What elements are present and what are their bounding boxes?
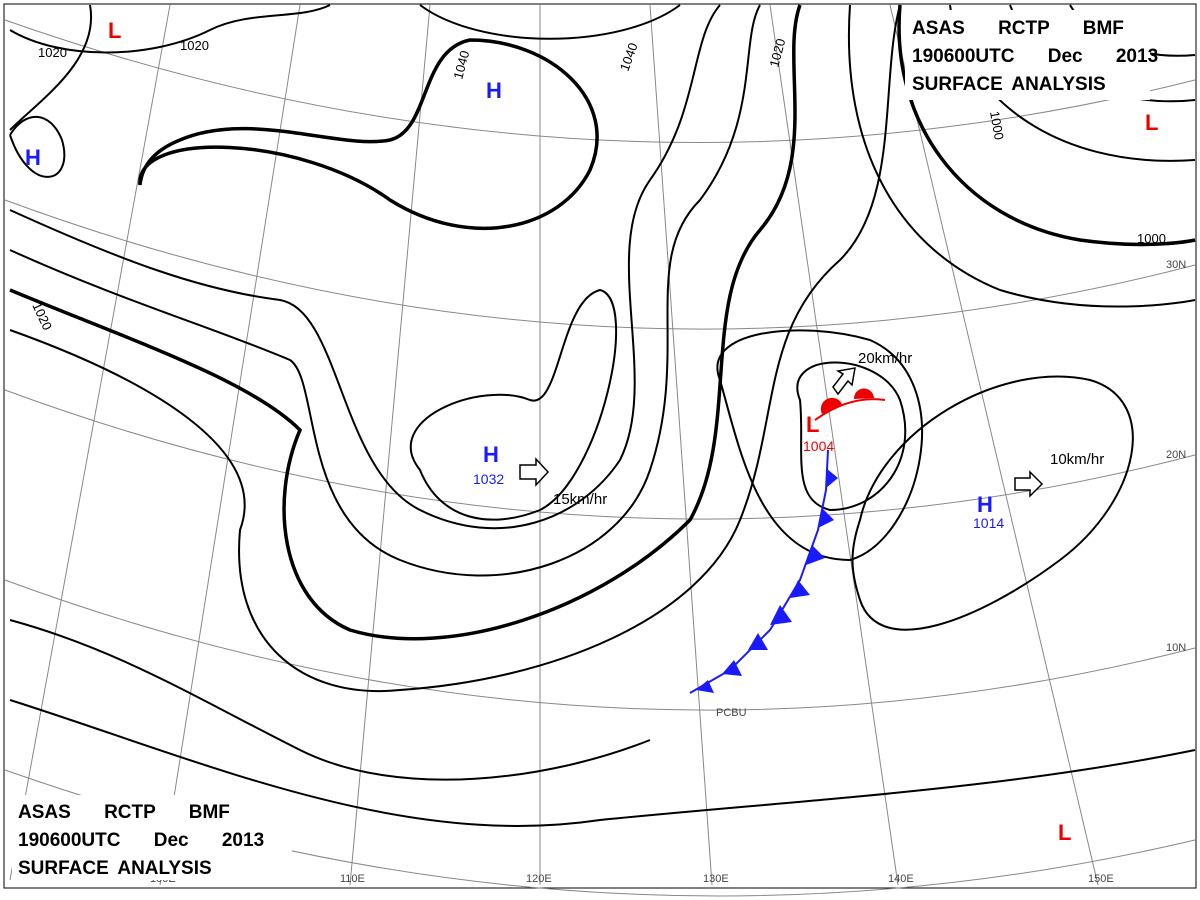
front-triangle: [818, 508, 834, 528]
latitude-label: 10N: [1166, 642, 1186, 654]
isobar: [419, 4, 681, 40]
isobar: [9, 4, 802, 641]
meridian: [649, 4, 713, 886]
meridian: [9, 4, 171, 881]
pressure-centers: H H H 1032 15km/hr H 1014 10km/hr L L L …: [25, 18, 1158, 845]
isobars: [9, 4, 1196, 827]
front-triangle: [748, 633, 768, 650]
front-triangle: [790, 580, 810, 598]
parallel: [4, 199, 1196, 330]
motion-arrow: [519, 457, 550, 487]
motion-arrow: [1014, 470, 1044, 498]
header-line: 190600UTC Dec 2013: [912, 46, 1158, 67]
isobar: [9, 4, 93, 131]
motion-label: 10km/hr: [1050, 451, 1104, 468]
longitude-label: 140E: [888, 873, 914, 885]
isobar-label: 1020: [38, 45, 67, 60]
longitude-label: 130E: [703, 873, 729, 885]
motion-label: 20km/hr: [858, 350, 912, 367]
parallel: [4, 389, 1196, 520]
isobar-label: 1000: [1137, 231, 1166, 246]
front-semicircle: [820, 397, 842, 414]
station-label: PCBU: [716, 707, 747, 719]
isobar: [9, 4, 901, 693]
parallel: [4, 579, 1196, 711]
front-triangle: [826, 468, 838, 488]
longitude-label: 150E: [1088, 873, 1114, 885]
front-triangle: [696, 680, 714, 693]
isobar: [716, 329, 924, 562]
high-symbol: H: [25, 145, 41, 170]
longitude-label: 120E: [526, 873, 552, 885]
low-symbol: L: [108, 18, 121, 43]
isobar-label: 1040: [450, 49, 472, 81]
low-symbol: L: [1145, 110, 1158, 135]
front-triangle: [722, 660, 742, 676]
high-pressure: 1014: [973, 515, 1004, 531]
header-line: ASAS RCTP BMF: [18, 802, 230, 823]
fronts: [689, 388, 886, 694]
header-background: [12, 795, 292, 880]
meridian: [349, 4, 431, 886]
front-semicircle: [853, 388, 874, 399]
isobar-label: 1020: [766, 37, 788, 69]
header-line: ASAS RCTP BMF: [912, 18, 1124, 39]
header-bottom: ASAS RCTP BMF 190600UTC Dec 2013 SURFACE…: [12, 795, 292, 880]
low-pressure: 1004: [803, 438, 834, 454]
isobar: [796, 361, 907, 512]
longitude-label: 110E: [340, 873, 365, 885]
low-symbol: L: [806, 412, 819, 437]
latitude-label: 20N: [1166, 449, 1186, 461]
header-line: SURFACE ANALYSIS: [18, 858, 212, 879]
header-line: 190600UTC Dec 2013: [18, 830, 264, 851]
isobar: [410, 288, 618, 521]
geo-labels: 100E 110E 120E 130E 140E 150E 30N 20N 10…: [150, 259, 1186, 885]
front-triangle: [770, 605, 792, 625]
high-pressure: 1032: [473, 471, 504, 487]
isobar: [848, 4, 1196, 308]
low-symbol: L: [1058, 820, 1071, 845]
high-symbol: H: [483, 442, 499, 467]
warm-front: [814, 398, 886, 421]
header-top: ASAS RCTP BMF 190600UTC Dec 2013 SURFACE…: [905, 10, 1158, 100]
high-symbol: H: [977, 492, 993, 517]
isobar: [9, 4, 761, 577]
isobar: [9, 115, 66, 178]
isobar: [851, 375, 1134, 631]
high-symbol: H: [486, 78, 502, 103]
front-triangle: [806, 545, 825, 565]
isobar-label: 1020: [180, 38, 209, 53]
motion-arrows: [519, 367, 1044, 498]
header-background: [905, 10, 1150, 100]
isobar: [9, 619, 651, 781]
motion-label: 15km/hr: [553, 491, 607, 508]
isobar-label: 1000: [987, 110, 1007, 141]
motion-arrow: [832, 367, 856, 396]
meridian: [889, 4, 1099, 886]
isobar: [9, 4, 721, 530]
header-line: SURFACE ANALYSIS: [912, 74, 1106, 95]
isobar: [138, 38, 599, 231]
isobar: [9, 4, 331, 54]
map-frame: [3, 3, 1197, 889]
isobar: [9, 699, 1196, 827]
latitude-label: 30N: [1166, 259, 1186, 271]
